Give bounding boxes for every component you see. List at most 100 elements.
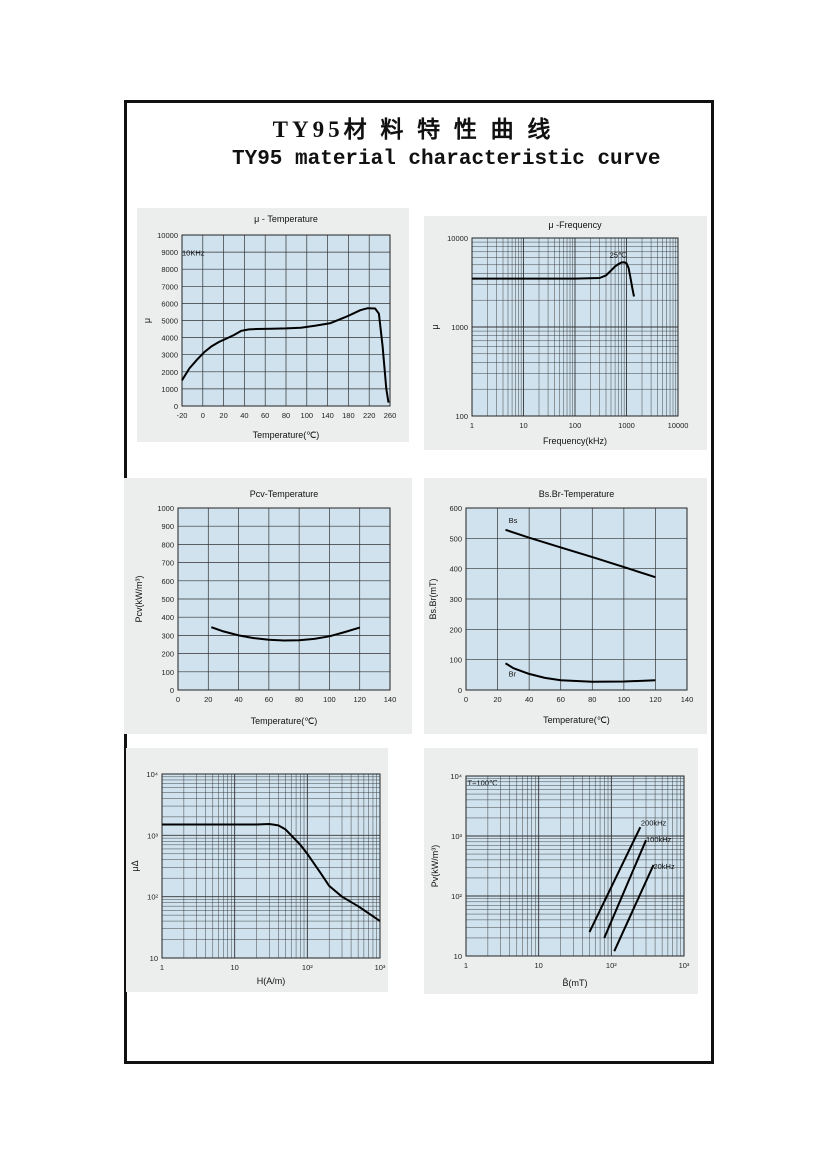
x-axis-label: Temperature(℃)	[543, 715, 610, 725]
y-axis-label: Pv(kW/m³)	[430, 845, 440, 888]
series-line	[472, 261, 635, 297]
mu-temperature-chart: -20 0 20 40 60 80 100 140 180 220 260 0 1000 2000 3000…	[137, 208, 409, 442]
y-tick-label: 300	[161, 631, 174, 640]
x-tick-label: 100	[569, 421, 582, 430]
x-tick-label: 10²	[606, 961, 617, 970]
pcv-temperature-chart: 0 20 40 60 80 100 120 140 0 100 200 300 400 500 600 700…	[124, 478, 412, 734]
y-tick-label: 300	[449, 595, 462, 604]
x-tick-label: 10	[519, 421, 527, 430]
x-tick-label: 40	[234, 695, 242, 704]
plot-area	[162, 774, 380, 958]
plot-border	[471, 237, 679, 417]
series-label: 200kHz	[641, 818, 667, 827]
chart-title: μ - Temperature	[254, 214, 318, 224]
y-tick-label: 100	[161, 668, 174, 677]
y-tick-label: 3000	[161, 351, 178, 360]
y-tick-label: 100	[449, 656, 462, 665]
x-tick-label: 20	[219, 411, 227, 420]
chart-title: Bs.Br-Temperature	[539, 489, 615, 499]
y-tick-label: 10000	[157, 231, 178, 240]
series-line	[210, 626, 360, 642]
y-tick-label: 10³	[451, 832, 462, 841]
y-tick-label: 900	[161, 522, 174, 531]
plot-border	[161, 773, 381, 959]
y-tick-label: 600	[161, 577, 174, 586]
x-tick-label: 60	[265, 695, 273, 704]
y-tick-label: 400	[449, 565, 462, 574]
series-label: 20kHz	[653, 862, 675, 871]
series-label: Br	[509, 669, 517, 678]
y-tick-label: 0	[170, 686, 174, 695]
x-tick-label: 0	[464, 695, 468, 704]
plot-border	[465, 775, 685, 957]
y-tick-label: 0	[174, 402, 178, 411]
y-tick-label: 10	[454, 952, 462, 961]
y-axis-label: μ	[430, 324, 440, 329]
y-tick-label: 8000	[161, 265, 178, 274]
y-tick-label: 10⁴	[450, 772, 462, 781]
y-tick-label: 0	[458, 686, 462, 695]
y-tick-label: 6000	[161, 299, 178, 308]
y-tick-label: 10²	[451, 892, 462, 901]
grid	[161, 773, 381, 959]
x-tick-label: 20	[493, 695, 501, 704]
series-line	[613, 864, 655, 952]
x-tick-label: 100	[301, 411, 314, 420]
y-tick-label: 10	[150, 954, 158, 963]
y-axis-label: μΔ	[130, 860, 140, 871]
x-tick-label: 1	[470, 421, 474, 430]
bs-br-temperature-chart: 0 20 40 60 80 100 120 140 0 100 200 300 400 500 600 Bs.…	[424, 478, 707, 734]
y-tick-label: 500	[161, 595, 174, 604]
x-tick-label: 80	[295, 695, 303, 704]
page-title-chinese: TY95材 料 特 性 曲 线	[272, 117, 555, 142]
y-axis-label: Pcv(kW/m³)	[134, 576, 144, 623]
x-tick-label: 10³	[375, 963, 386, 972]
x-tick-label: 1	[160, 963, 164, 972]
x-tick-label: -20	[177, 411, 188, 420]
annotation: 10KHz	[182, 249, 205, 258]
x-tick-label: 100	[323, 695, 336, 704]
x-tick-label: 180	[342, 411, 355, 420]
y-tick-label: 7000	[161, 282, 178, 291]
y-tick-label: 1000	[451, 323, 468, 332]
y-tick-label: 700	[161, 559, 174, 568]
chart-title: Pcv-Temperature	[250, 489, 319, 499]
y-tick-label: 200	[449, 625, 462, 634]
series-line	[588, 826, 642, 933]
y-tick-label: 1000	[157, 504, 174, 513]
mu-frequency-chart: 1 10 100 1000 10000 100 1000 10000 μ -Frequency F…	[424, 216, 707, 450]
plot-border	[177, 507, 391, 691]
x-tick-label: 0	[201, 411, 205, 420]
x-tick-label: 80	[282, 411, 290, 420]
y-tick-label: 10³	[147, 831, 158, 840]
x-tick-label: 80	[588, 695, 596, 704]
x-tick-label: 260	[384, 411, 397, 420]
annotation: T=100℃	[468, 778, 498, 787]
y-axis-label: Bs.Br(mT)	[428, 579, 438, 620]
series-line	[181, 307, 390, 403]
series-line	[162, 823, 381, 922]
grid	[465, 775, 685, 957]
x-axis-label: H(A/m)	[257, 976, 286, 986]
series-line	[603, 839, 647, 939]
plot-border	[465, 507, 688, 691]
x-tick-label: 10	[230, 963, 238, 972]
y-tick-label: 10²	[147, 893, 158, 902]
series-line	[505, 528, 656, 579]
x-tick-label: 20	[204, 695, 212, 704]
x-tick-label: 60	[557, 695, 565, 704]
x-tick-label: 120	[649, 695, 662, 704]
y-tick-label: 5000	[161, 317, 178, 326]
x-tick-label: 0	[176, 695, 180, 704]
x-tick-label: 10³	[679, 961, 690, 970]
x-tick-label: 10²	[302, 963, 313, 972]
x-tick-label: 1	[464, 961, 468, 970]
x-tick-label: 140	[321, 411, 334, 420]
x-axis-label: B̂(mT)	[563, 978, 588, 988]
x-tick-label: 40	[525, 695, 533, 704]
chart-title: μ -Frequency	[548, 220, 602, 230]
y-tick-label: 4000	[161, 334, 178, 343]
page-title-english: TY95 material characteristic curve	[232, 148, 661, 171]
y-tick-label: 2000	[161, 368, 178, 377]
y-tick-label: 9000	[161, 248, 178, 257]
